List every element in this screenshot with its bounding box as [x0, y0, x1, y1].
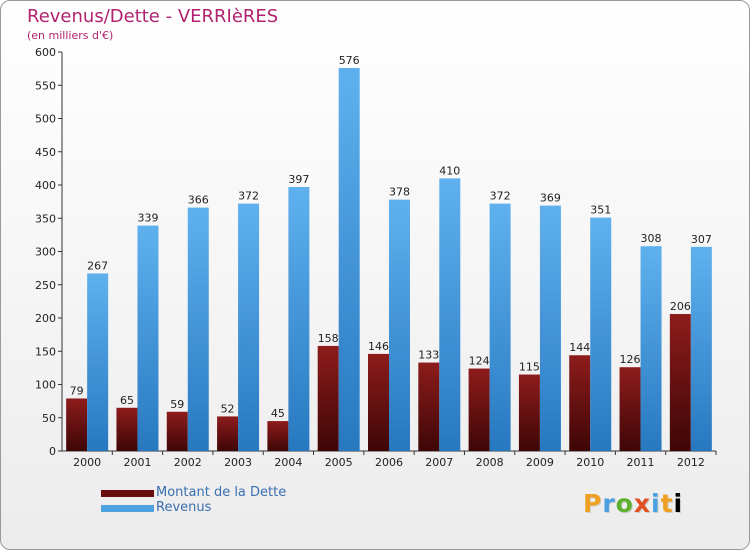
logo-letter: t: [660, 489, 674, 518]
chart-title: Revenus/Dette - VERRIèRES: [27, 6, 279, 27]
data-label-revenus: 410: [439, 164, 460, 177]
y-tick-label: 250: [35, 279, 56, 292]
bar-dette: [418, 362, 440, 451]
data-label-revenus: 267: [87, 259, 108, 272]
x-tick-label: 2004: [274, 456, 302, 469]
logo-letter: o: [615, 489, 634, 518]
bar-revenus: [238, 203, 260, 451]
x-tick-label: 2010: [576, 456, 604, 469]
bar-dette: [669, 314, 691, 451]
chart-subtitle: (en milliers d'€): [27, 29, 114, 42]
data-label-dette: 124: [469, 355, 490, 368]
y-tick-label: 100: [35, 379, 56, 392]
y-tick-label: 300: [35, 246, 56, 259]
y-tick-label: 450: [35, 146, 56, 159]
y-tick-label: 550: [35, 79, 56, 92]
bar-revenus: [489, 203, 511, 451]
data-label-revenus: 372: [490, 190, 511, 203]
logo-letter: i: [651, 489, 661, 518]
bar-revenus: [640, 246, 662, 451]
proxiti-logo: Proxiti: [583, 489, 683, 518]
x-tick-label: 2003: [224, 456, 252, 469]
x-tick-label: 2005: [325, 456, 353, 469]
data-label-dette: 206: [670, 300, 691, 313]
data-label-dette: 158: [318, 332, 339, 345]
logo-letter: x: [633, 489, 651, 518]
bar-revenus: [439, 178, 461, 451]
bar-dette: [267, 421, 289, 451]
bar-dette: [518, 374, 540, 451]
bar-dette: [317, 345, 339, 451]
bar-dette: [569, 355, 591, 451]
data-label-revenus: 369: [540, 192, 561, 205]
bar-dette: [66, 398, 88, 451]
data-label-dette: 45: [271, 407, 285, 420]
legend-swatch-dette: [101, 490, 154, 497]
y-tick-label: 0: [49, 445, 56, 458]
bar-revenus: [389, 199, 410, 451]
y-tick-label: 500: [35, 113, 56, 126]
bar-revenus: [590, 217, 612, 451]
y-tick-label: 400: [35, 179, 56, 192]
data-label-dette: 146: [368, 340, 389, 353]
y-tick-label: 50: [42, 412, 56, 425]
bar-dette: [166, 411, 188, 451]
data-label-revenus: 351: [590, 204, 611, 217]
bar-dette: [217, 416, 239, 451]
logo-letter: r: [602, 489, 616, 518]
x-tick-label: 2000: [73, 456, 101, 469]
y-tick-label: 200: [35, 312, 56, 325]
data-label-revenus: 397: [288, 173, 309, 186]
y-tick-label: 600: [35, 46, 56, 59]
x-tick-label: 2008: [476, 456, 504, 469]
data-label-revenus: 308: [641, 232, 662, 245]
legend-label-revenus: Revenus: [156, 500, 212, 515]
data-label-dette: 79: [70, 384, 84, 397]
logo-letter: P: [583, 489, 603, 518]
y-tick-label: 350: [35, 212, 56, 225]
bar-revenus: [539, 205, 561, 451]
bar-revenus: [187, 207, 209, 451]
bar-revenus: [137, 225, 159, 451]
data-label-revenus: 366: [188, 194, 209, 207]
bar-revenus: [690, 246, 712, 451]
data-label-dette: 65: [120, 394, 134, 407]
legend-label-dette: Montant de la Dette: [156, 485, 287, 500]
bar-dette: [468, 368, 490, 451]
bar-revenus: [288, 186, 310, 451]
bar-revenus: [338, 67, 360, 452]
x-tick-label: 2001: [123, 456, 151, 469]
x-tick-label: 2006: [375, 456, 403, 469]
bar-chart: 0 50 100 150 200 250 300 350 400 450 500 550 600 2000…: [35, 46, 717, 469]
bars: [66, 67, 712, 452]
data-label-dette: 52: [221, 402, 235, 415]
data-label-dette: 133: [418, 349, 439, 362]
bar-dette: [368, 353, 389, 451]
legend-swatch-revenus: [101, 505, 154, 512]
logo-letter: i: [673, 489, 684, 518]
x-tick-label: 2009: [526, 456, 554, 469]
x-tick-label: 2011: [627, 456, 655, 469]
data-label-dette: 126: [620, 353, 641, 366]
x-tick-label: 2007: [425, 456, 453, 469]
x-tick-label: 2002: [174, 456, 202, 469]
data-label-dette: 144: [569, 341, 590, 354]
data-label-revenus: 339: [137, 212, 158, 225]
data-labels: 79 267 65 339 59 366 52 372 45 397 158 576 146 378 133…: [70, 54, 712, 420]
data-label-revenus: 372: [238, 190, 259, 203]
x-tick-label: 2012: [677, 456, 705, 469]
y-tick-label: 150: [35, 345, 56, 358]
bar-dette: [619, 367, 641, 451]
data-label-dette: 59: [170, 398, 184, 411]
bar-revenus: [87, 273, 109, 451]
bar-dette: [116, 407, 138, 451]
data-label-dette: 115: [519, 361, 540, 374]
data-label-revenus: 576: [339, 54, 360, 67]
data-label-revenus: 378: [389, 186, 410, 199]
data-label-revenus: 307: [691, 233, 712, 246]
